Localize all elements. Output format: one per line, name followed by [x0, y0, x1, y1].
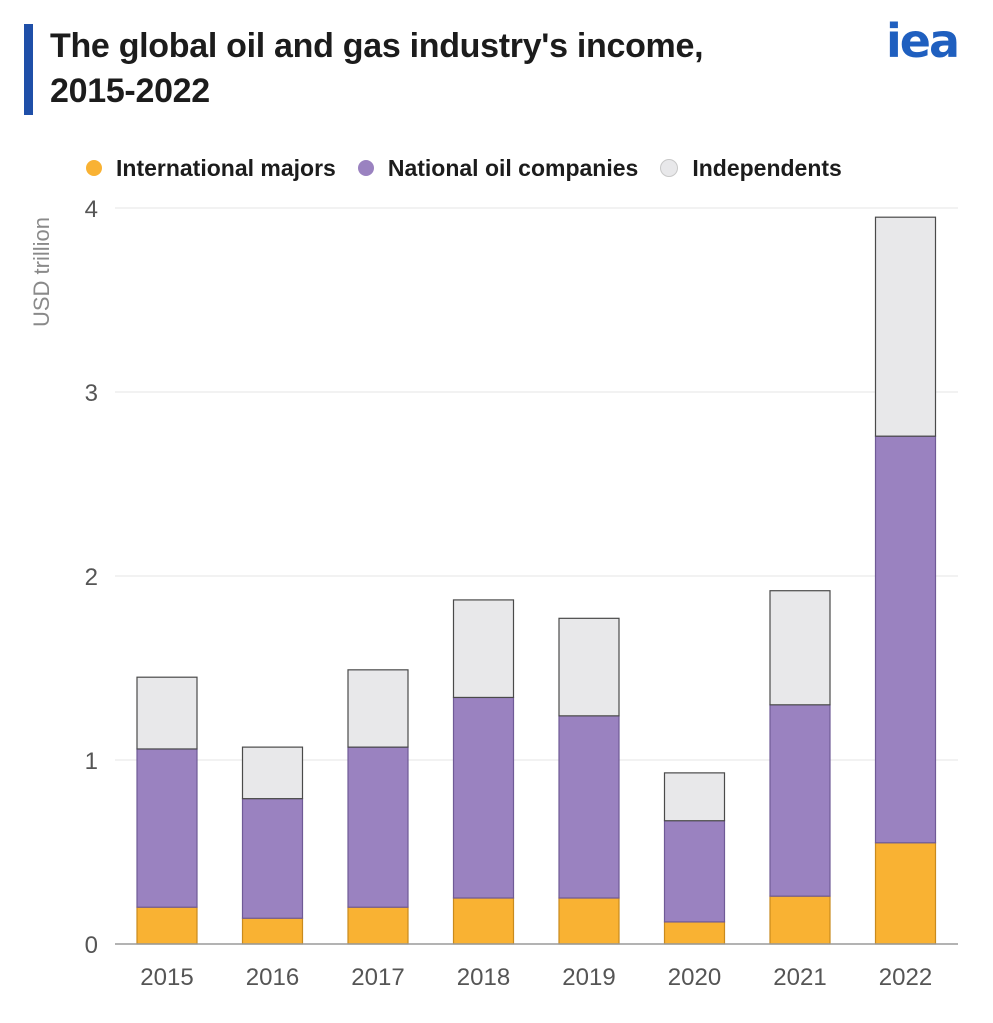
bar-2018-international-majors — [452, 897, 515, 945]
bar-2015-independents — [136, 676, 198, 750]
legend-item-independents[interactable]: Independents — [660, 155, 842, 182]
x-tick-label-2019: 2019 — [562, 964, 615, 991]
bar-2021-international-majors — [769, 895, 831, 945]
bar-2021-national-oil-companies — [769, 704, 831, 897]
bar-2017-independents — [347, 669, 409, 748]
legend-label-independents: Independents — [692, 154, 842, 181]
bar-2018-national-oil-companies — [452, 696, 515, 899]
y-tick-label-4: 4 — [85, 196, 98, 223]
bar-2020-independents — [663, 772, 726, 822]
legend-item-international-majors[interactable]: International majors — [86, 155, 336, 182]
bar-2016-independents — [241, 746, 304, 800]
legend-item-national-oil-companies[interactable]: National oil companies — [357, 154, 639, 182]
bar-2022-national-oil-companies — [874, 435, 937, 844]
y-tick-label-2: 2 — [85, 564, 98, 591]
x-tick-label-2021: 2021 — [773, 964, 826, 991]
bar-2016-national-oil-companies — [241, 798, 304, 919]
x-tick-label-2015: 2015 — [140, 964, 193, 991]
x-tick-label-2020: 2020 — [668, 964, 721, 991]
bar-2022-independents — [874, 216, 937, 437]
legend-label-national-oil-companies: National oil companies — [387, 154, 639, 181]
chart-title-line-2: 2015-2022 — [50, 72, 210, 110]
bar-2017-international-majors — [347, 906, 409, 945]
chart-title: The global oil and gas industry's income… — [50, 24, 850, 114]
bar-2022-international-majors — [874, 842, 937, 945]
x-tick-label-2016: 2016 — [246, 964, 299, 991]
x-tick-label-2018: 2018 — [457, 964, 510, 991]
y-tick-label-3: 3 — [85, 380, 98, 407]
bar-2015-international-majors — [136, 906, 198, 945]
bar-2016-international-majors — [241, 917, 304, 945]
iea-logo: iea — [886, 14, 960, 68]
bar-2019-international-majors — [558, 897, 620, 945]
bar-2019-independents — [558, 617, 620, 717]
x-tick-label-2022: 2022 — [879, 964, 932, 991]
bar-2021-independents — [769, 590, 831, 706]
chart-title-line-1: The global oil and gas industry's income… — [50, 27, 704, 65]
bar-2018-independents — [452, 599, 515, 699]
bar-2020-international-majors — [663, 921, 726, 945]
bar-2017-national-oil-companies — [347, 746, 409, 908]
x-tick-label-2017: 2017 — [351, 964, 404, 991]
legend-label-international-majors: International majors — [116, 154, 336, 181]
legend-swatch-independents — [660, 159, 679, 177]
legend-swatch-international-majors — [86, 160, 102, 176]
bar-2015-national-oil-companies — [136, 748, 198, 908]
title-accent-bar — [24, 24, 33, 115]
bar-2020-national-oil-companies — [663, 820, 726, 923]
y-tick-label-0: 0 — [85, 932, 98, 959]
legend-swatch-national-oil-companies — [357, 160, 374, 176]
bar-2019-national-oil-companies — [558, 715, 620, 899]
y-tick-label-1: 1 — [85, 748, 98, 775]
chart-legend: International majors National oil compan… — [86, 150, 842, 186]
